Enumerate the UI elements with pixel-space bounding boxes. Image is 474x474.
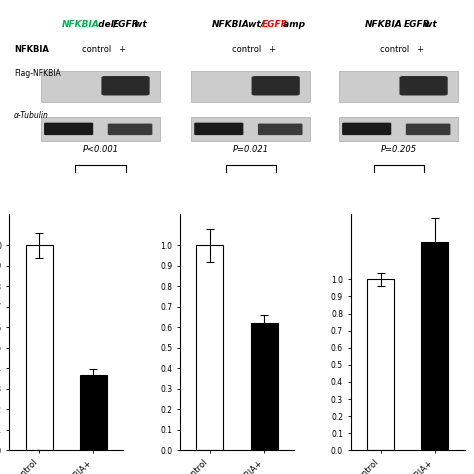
- FancyBboxPatch shape: [191, 71, 310, 102]
- FancyBboxPatch shape: [339, 71, 458, 102]
- FancyBboxPatch shape: [191, 117, 310, 141]
- FancyBboxPatch shape: [406, 124, 450, 135]
- Bar: [196, 245, 223, 450]
- Text: EGFR: EGFR: [404, 20, 430, 29]
- Text: /: /: [395, 20, 398, 29]
- Bar: [251, 323, 278, 450]
- Text: amp: amp: [280, 20, 305, 29]
- FancyBboxPatch shape: [194, 123, 243, 135]
- FancyBboxPatch shape: [41, 117, 160, 141]
- FancyBboxPatch shape: [258, 124, 302, 135]
- Bar: [80, 375, 107, 450]
- FancyBboxPatch shape: [400, 76, 447, 95]
- FancyBboxPatch shape: [44, 123, 93, 135]
- Text: wt/: wt/: [245, 20, 264, 29]
- Bar: [421, 242, 448, 450]
- Text: NFKBIA: NFKBIA: [365, 20, 402, 29]
- Text: NFKBIA: NFKBIA: [212, 20, 250, 29]
- FancyBboxPatch shape: [108, 124, 152, 135]
- Text: NFKBIA: NFKBIA: [14, 46, 49, 55]
- Text: P<0.001: P<0.001: [82, 145, 118, 154]
- Text: del/: del/: [95, 20, 117, 29]
- FancyBboxPatch shape: [339, 117, 458, 141]
- Text: P=0.205: P=0.205: [381, 145, 417, 154]
- Text: control   +: control +: [380, 46, 424, 55]
- Text: control   +: control +: [82, 46, 126, 55]
- Bar: [367, 279, 394, 450]
- Text: α-Tubulin: α-Tubulin: [14, 111, 49, 120]
- Text: EGFR: EGFR: [262, 20, 289, 29]
- FancyBboxPatch shape: [252, 76, 300, 95]
- Text: Flag-NFKBIA: Flag-NFKBIA: [14, 69, 61, 78]
- Text: P=0.021: P=0.021: [233, 145, 269, 154]
- Text: EGFR: EGFR: [113, 20, 140, 29]
- FancyBboxPatch shape: [342, 123, 391, 135]
- Text: NFKBIA: NFKBIA: [62, 20, 100, 29]
- FancyBboxPatch shape: [101, 76, 150, 95]
- FancyBboxPatch shape: [41, 71, 160, 102]
- Text: control   +: control +: [232, 46, 276, 55]
- Text: wt: wt: [421, 20, 437, 29]
- Text: wt: wt: [131, 20, 147, 29]
- Bar: [26, 245, 53, 450]
